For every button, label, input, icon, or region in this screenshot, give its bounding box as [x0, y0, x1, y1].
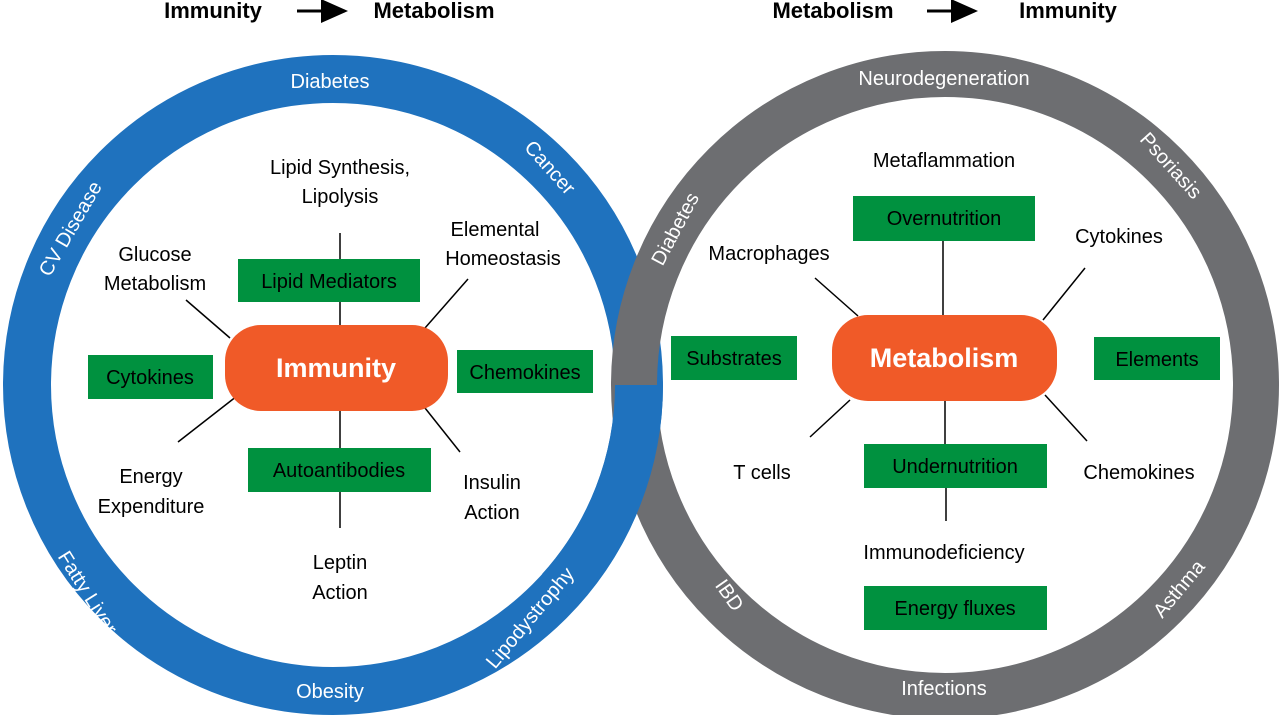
label-metaflammation: Metaflammation [873, 150, 1015, 172]
label-lipid-synthesis: Lipid Synthesis, [270, 157, 410, 179]
label-insulin-action: Action [464, 502, 520, 524]
box-overnutrition [853, 196, 1035, 241]
label-energy: Energy [119, 466, 182, 488]
box-undernutrition-label: Undernutrition [892, 456, 1018, 478]
immunity-ring-overlap [541, 384, 663, 607]
box-chemokines-label: Chemokines [469, 362, 580, 384]
label-insulin: Insulin [463, 472, 521, 494]
label-leptin-action: Action [312, 582, 368, 604]
immunity-hub [225, 325, 448, 411]
header-left-from: Immunity [164, 0, 263, 23]
label-chemokines-right: Chemokines [1083, 462, 1194, 484]
label-t-cells: T cells [733, 462, 790, 484]
box-chemokines [457, 350, 593, 393]
label-lipolysis: Lipolysis [302, 186, 379, 208]
ring-label-diabetes: Diabetes [291, 71, 370, 93]
label-immunodeficiency: Immunodeficiency [863, 542, 1024, 564]
box-overnutrition-label: Overnutrition [887, 208, 1002, 230]
box-cytokines-label: Cytokines [106, 367, 194, 389]
right-connectors [809, 241, 1088, 521]
header-left-to: Metabolism [373, 0, 494, 23]
label-expenditure: Expenditure [98, 496, 205, 518]
immunity-hub-label: Immunity [276, 353, 396, 383]
box-energy-fluxes-label: Energy fluxes [894, 598, 1015, 620]
metabolism-hub-label: Metabolism [870, 343, 1019, 373]
box-lipid-mediators-label: Lipid Mediators [261, 271, 397, 293]
metabolism-hub [832, 315, 1057, 401]
label-homeostasis: Homeostasis [445, 248, 561, 270]
label-elemental: Elemental [451, 219, 540, 241]
label-cytokines-right: Cytokines [1075, 226, 1163, 248]
ring-label-infections: Infections [901, 678, 987, 700]
header-right-to: Immunity [1019, 0, 1118, 23]
box-undernutrition [864, 444, 1047, 488]
box-autoantibodies-label: Autoantibodies [273, 460, 405, 482]
left-connectors [177, 233, 469, 528]
label-glucose-metabolism: Metabolism [104, 273, 206, 295]
box-autoantibodies [248, 448, 431, 492]
box-elements [1094, 337, 1220, 380]
ring-label-obesity: Obesity [296, 681, 364, 703]
box-elements-label: Elements [1115, 349, 1198, 371]
box-substrates [671, 336, 797, 380]
box-energy-fluxes [864, 586, 1047, 630]
box-substrates-label: Substrates [686, 348, 782, 370]
box-cytokines [88, 355, 213, 399]
header-right-from: Metabolism [772, 0, 893, 23]
label-macrophages: Macrophages [708, 243, 829, 265]
label-leptin: Leptin [313, 552, 368, 574]
label-glucose: Glucose [118, 244, 191, 266]
box-lipid-mediators [238, 259, 420, 302]
ring-label-neurodegeneration: Neurodegeneration [858, 68, 1029, 90]
